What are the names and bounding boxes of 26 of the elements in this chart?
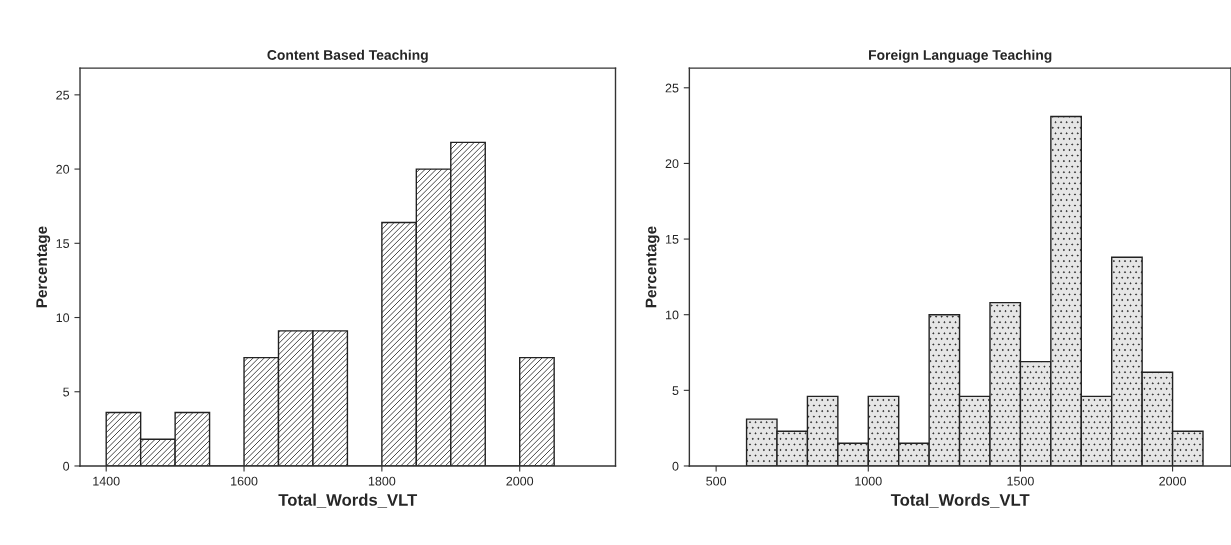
chart-title: Content Based Teaching bbox=[267, 49, 428, 63]
y-tick-label: 25 bbox=[56, 90, 70, 100]
x-tick-label: 2000 bbox=[506, 476, 534, 486]
y-tick-label: 10 bbox=[665, 310, 679, 320]
y-tick-label: 10 bbox=[56, 313, 70, 323]
y-tick-label: 15 bbox=[56, 239, 70, 248]
x-tick-label: 500 bbox=[706, 476, 727, 486]
x-tick-label: 1500 bbox=[1007, 476, 1034, 486]
y-axis-title: Percentage bbox=[36, 226, 51, 308]
x-tick-label: 1400 bbox=[93, 476, 120, 486]
y-tick-label: 15 bbox=[665, 234, 679, 244]
y-tick-label: 0 bbox=[672, 461, 679, 471]
y-tick-label: 0 bbox=[63, 461, 70, 471]
y-tick-label: 5 bbox=[63, 387, 70, 397]
x-axis-title: Total_Words_VLT bbox=[278, 493, 418, 508]
x-axis-title: Total_Words_VLT bbox=[890, 493, 1030, 508]
x-tick-label: 1600 bbox=[231, 476, 258, 486]
y-tick-label: 25 bbox=[665, 83, 679, 93]
x-tick-label: 1000 bbox=[855, 476, 882, 486]
y-tick-label: 20 bbox=[56, 164, 70, 174]
x-tick-label: 1800 bbox=[368, 476, 396, 486]
x-tick-label: 2000 bbox=[1159, 476, 1186, 486]
y-axis-title: Percentage bbox=[645, 226, 660, 308]
y-tick-label: 5 bbox=[672, 386, 679, 395]
y-tick-label: 20 bbox=[665, 159, 679, 169]
chart-title: Foreign Language Teaching bbox=[869, 49, 1052, 63]
